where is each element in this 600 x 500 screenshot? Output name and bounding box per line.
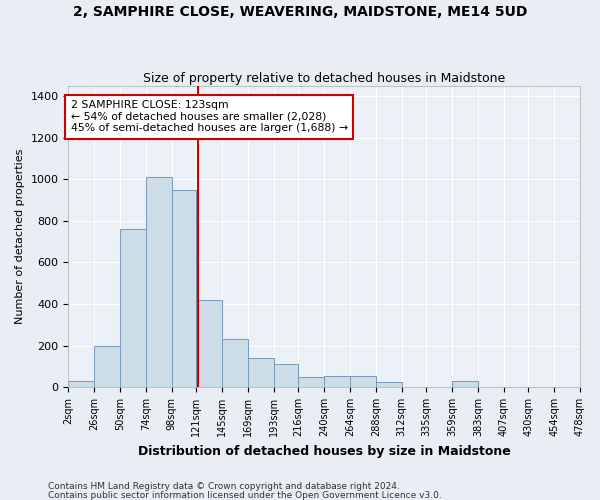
Title: Size of property relative to detached houses in Maidstone: Size of property relative to detached ho… [143, 72, 505, 85]
Bar [350, 376, 376, 387]
Text: Contains HM Land Registry data © Crown copyright and database right 2024.: Contains HM Land Registry data © Crown c… [48, 482, 400, 491]
Text: Contains public sector information licensed under the Open Government Licence v3: Contains public sector information licen… [48, 490, 442, 500]
Bar [248, 358, 274, 387]
Bar [94, 346, 120, 387]
Bar [274, 364, 298, 387]
Bar [120, 229, 146, 387]
Bar [68, 382, 94, 387]
Y-axis label: Number of detached properties: Number of detached properties [15, 148, 25, 324]
Bar [172, 190, 196, 387]
Bar [298, 377, 324, 387]
Text: 2, SAMPHIRE CLOSE, WEAVERING, MAIDSTONE, ME14 5UD: 2, SAMPHIRE CLOSE, WEAVERING, MAIDSTONE,… [73, 5, 527, 19]
Text: 2 SAMPHIRE CLOSE: 123sqm
← 54% of detached houses are smaller (2,028)
45% of sem: 2 SAMPHIRE CLOSE: 123sqm ← 54% of detach… [71, 100, 347, 134]
Bar [146, 177, 172, 387]
X-axis label: Distribution of detached houses by size in Maidstone: Distribution of detached houses by size … [138, 444, 511, 458]
Bar [324, 376, 350, 387]
Bar [452, 382, 478, 387]
Bar [376, 382, 401, 387]
Bar [222, 340, 248, 387]
Bar [196, 300, 222, 387]
